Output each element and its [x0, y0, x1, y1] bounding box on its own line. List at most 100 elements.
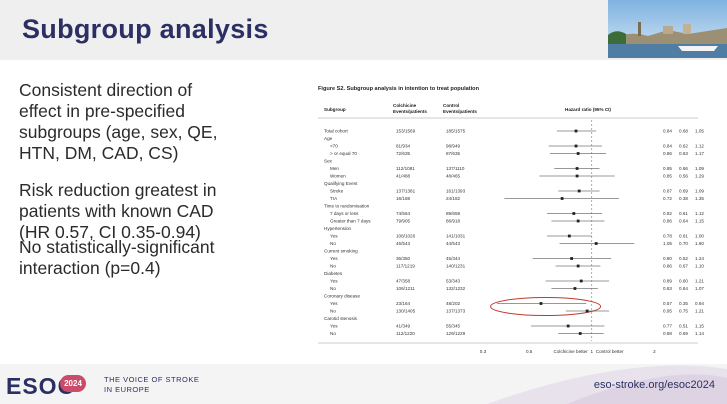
control-events: 48/465: [446, 174, 460, 179]
subgroup-header: Current smoking: [324, 249, 358, 254]
ci-low-value: 0.62: [679, 144, 688, 149]
subgroup-label: Yes: [330, 324, 338, 329]
control-events: 89/659: [446, 211, 460, 216]
control-events: 45/344: [446, 256, 460, 261]
control-events: 53/343: [446, 279, 460, 284]
slide-title: Subgroup analysis: [22, 14, 269, 44]
hr-point: [560, 197, 564, 200]
hr-value: 0.77: [663, 324, 672, 329]
ci-low-value: 0.60: [679, 279, 688, 284]
control-events: 98/949: [446, 144, 460, 149]
colchicine-events: 74/564: [396, 211, 410, 216]
axis-tick-label: 2: [653, 349, 656, 354]
footer-swoosh: [487, 365, 727, 404]
axis-tick-label: 1: [590, 349, 593, 354]
hr-point: [594, 242, 598, 245]
hr-value: 1.05: [663, 241, 672, 246]
ci-low-value: 0.38: [679, 196, 688, 201]
bullet-consistent-direction: Consistent direction of effect in pre-sp…: [19, 80, 218, 163]
control-events: 129/1229: [446, 331, 466, 336]
ci-low-value: 0.63: [679, 151, 688, 156]
ci-low-value: 0.52: [679, 256, 688, 261]
control-events: 44/543: [446, 241, 460, 246]
subgroup-label: No: [330, 241, 336, 246]
colchicine-events: 41/488: [396, 174, 410, 179]
axis-tick-label: 0.5: [526, 349, 533, 354]
ci-high-value: 1.60: [695, 241, 704, 246]
ci-high-value: 1.09: [695, 189, 704, 194]
ci-high-value: 1.12: [695, 211, 704, 216]
slide-header: Subgroup analysis: [0, 0, 727, 60]
hr-value: 0.85: [663, 174, 672, 179]
ci-low-value: 0.51: [679, 324, 688, 329]
hr-value: 0.84: [663, 144, 672, 149]
favours-right-label: Control better: [596, 349, 624, 354]
control-events: 185/1575: [446, 129, 466, 134]
control-events: 24/182: [446, 196, 460, 201]
hr-value: 0.87: [663, 189, 672, 194]
colchicine-events: 106/1211: [396, 286, 415, 291]
control-events: 140/1231: [446, 264, 466, 269]
ci-low-value: 0.61: [679, 234, 688, 239]
subgroup-label: No: [330, 309, 336, 314]
column-header-colchicine: Colchicine: [393, 103, 417, 108]
ci-high-value: 1.15: [695, 219, 704, 224]
subgroup-label: <70: [330, 144, 338, 149]
subgroup-label: Men: [330, 166, 339, 171]
highlight-ellipse: [490, 297, 602, 316]
subgroup-label: Women: [330, 174, 346, 179]
year-badge: 2024: [60, 375, 86, 392]
colchicine-events: 112/1081: [396, 166, 415, 171]
subgroup-header: Diabetes: [324, 271, 343, 276]
ci-high-value: 1.24: [695, 256, 704, 261]
conference-url[interactable]: eso-stroke.org/esoc2024: [593, 379, 715, 391]
control-events: 86/918: [446, 219, 460, 224]
colchicine-events: 41/349: [396, 324, 410, 329]
column-header-subgroup: Subgroup: [324, 107, 346, 112]
colchicine-events: 36/350: [396, 256, 410, 261]
subgroup-label: No: [330, 286, 336, 291]
hr-point: [576, 152, 580, 155]
subgroup-label: Yes: [330, 234, 338, 239]
hr-value: 0.57: [663, 301, 672, 306]
column-header-control: Control: [443, 103, 459, 108]
subgroup-label: Stroke: [330, 189, 344, 194]
colchicine-events: 108/1026: [396, 234, 416, 239]
ci-high-value: 1.35: [695, 196, 704, 201]
control-events: 132/1232: [446, 286, 466, 291]
ci-high-value: 1.07: [695, 286, 704, 291]
bullet-no-interaction: No statistically-significant interaction…: [19, 237, 215, 278]
hr-point: [567, 234, 571, 238]
hr-value: 0.80: [663, 256, 672, 261]
control-events: 48/202: [446, 301, 460, 306]
colchicine-events: 112/1220: [396, 331, 415, 336]
subgroup-header: Time to randomisation: [324, 204, 370, 209]
hr-value: 0.82: [663, 211, 672, 216]
ci-low-value: 0.64: [679, 286, 688, 291]
ci-low-value: 0.64: [679, 219, 688, 224]
hr-point: [575, 167, 579, 170]
subgroup-header: Sex: [324, 159, 333, 164]
ci-high-value: 0.94: [695, 301, 704, 306]
control-events: 55/345: [446, 324, 460, 329]
subgroup-label: Yes: [330, 301, 338, 306]
hr-point: [574, 144, 578, 148]
ci-high-value: 1.17: [695, 151, 704, 156]
hr-point: [575, 174, 579, 178]
forest-plot-figure: Figure S2. Subgroup analysis in intentio…: [318, 80, 718, 365]
ci-low-value: 0.61: [679, 211, 688, 216]
ci-low-value: 0.70: [679, 241, 688, 246]
hr-value: 0.95: [663, 309, 672, 314]
hr-value: 0.88: [663, 331, 672, 336]
hr-point: [566, 324, 570, 328]
ci-low-value: 0.67: [679, 264, 688, 269]
column-header-control-sub: Events/patients: [443, 109, 477, 114]
column-header-hazard-ratio: Hazard ratio (95% CI): [565, 107, 611, 112]
control-events: 141/1031: [446, 234, 466, 239]
hr-point: [570, 257, 574, 260]
subgroup-label: Yes: [330, 256, 338, 261]
favours-left-label: Colchicine better: [554, 349, 589, 354]
hr-value: 0.72: [663, 196, 672, 201]
control-events: 137/1110: [446, 166, 465, 171]
hr-point: [576, 264, 580, 268]
